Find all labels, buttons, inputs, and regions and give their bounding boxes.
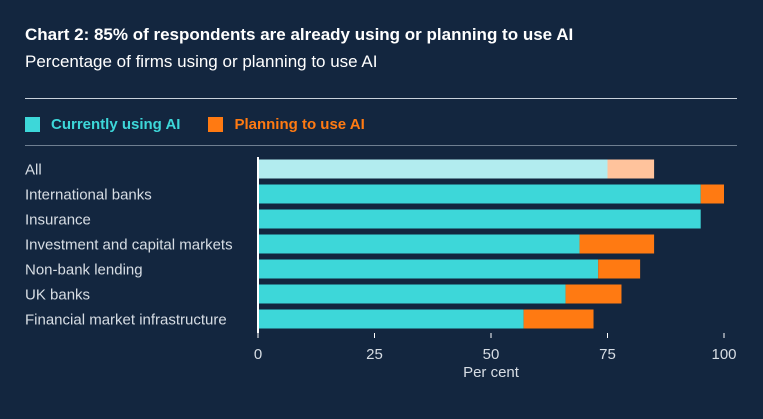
x-tick-label-100: 100 [711,346,736,363]
chart-title: Chart 2: 85% of respondents are already … [25,25,574,44]
x-tick-label-75: 75 [599,346,616,363]
legend-item-planning: Planning to use AI [208,115,365,133]
bar-planning-all [607,159,655,179]
bar-currently-international-banks [258,184,701,204]
legend-divider [25,145,737,146]
legend-label-currently: Currently using AI [51,115,181,133]
category-label-investment-and-capital-markets: Investment and capital markets [25,237,233,254]
chart-subtitle: Percentage of firms using or planning to… [25,52,378,71]
category-label-all: All [25,162,42,179]
category-label-non-bank-lending: Non-bank lending [25,262,143,279]
bar-currently-all [258,159,608,179]
legend-item-currently: Currently using AI [25,116,180,133]
top-divider [25,98,737,99]
bar-currently-investment-and-capital-markets [258,234,580,254]
legend: Currently using AI Planning to use AI [25,114,393,134]
bar-planning-uk-banks [565,284,622,304]
bar-currently-uk-banks [258,284,566,304]
category-label-uk-banks: UK banks [25,287,90,304]
bar-planning-investment-and-capital-markets [579,234,655,254]
legend-label-planning: Planning to use AI [234,115,365,133]
category-label-insurance: Insurance [25,212,91,229]
legend-swatch-currently [25,116,40,132]
bar-currently-financial-market-infrastructure [258,309,524,329]
category-label-financial-market-infrastructure: Financial market infrastructure [25,312,227,329]
bar-planning-international-banks [700,184,724,204]
bar-planning-financial-market-infrastructure [523,309,594,329]
bar-currently-non-bank-lending [258,259,599,279]
bar-currently-insurance [258,209,701,229]
legend-swatch-planning [208,116,224,132]
x-tick-label-0: 0 [254,346,262,363]
x-axis-label: Per cent [463,364,520,381]
x-tick-label-25: 25 [366,346,383,363]
category-label-international-banks: International banks [25,187,152,204]
bar-planning-non-bank-lending [598,259,641,279]
x-tick-label-50: 50 [483,346,500,363]
